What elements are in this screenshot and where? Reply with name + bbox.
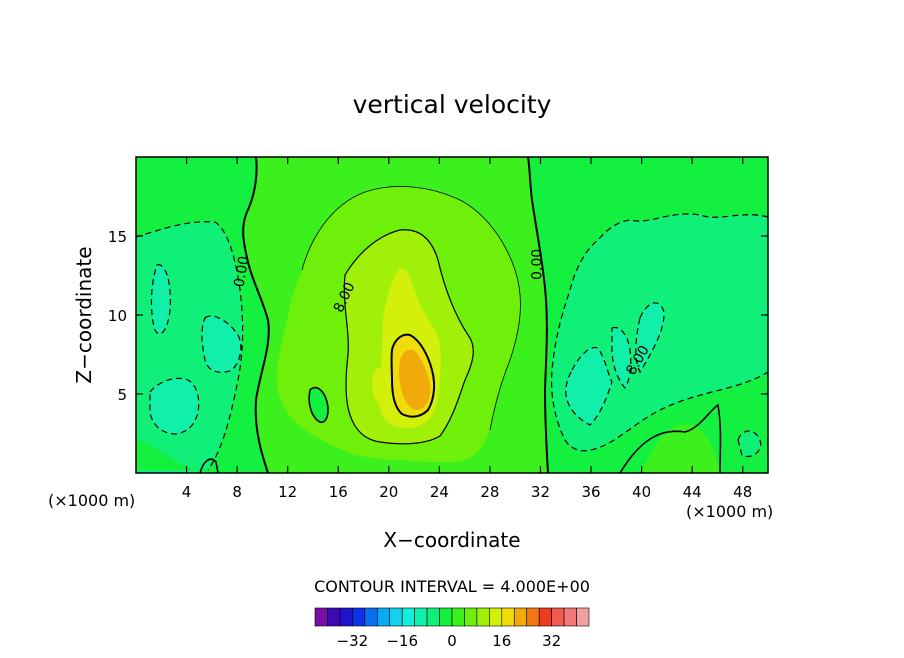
contour-sixteen bbox=[390, 333, 436, 418]
contour-small-loop bbox=[308, 386, 329, 424]
colorbar-swatch bbox=[501, 607, 515, 627]
x-tick-label: 24 bbox=[430, 483, 449, 501]
region-neg-eight-left-c bbox=[151, 264, 171, 334]
y-tick-label: 10 bbox=[108, 307, 127, 325]
x-tick-label: 16 bbox=[329, 483, 348, 501]
colorbar-tick-label: −16 bbox=[386, 632, 418, 650]
colorbar-swatch bbox=[563, 607, 577, 627]
x-tick-label: 28 bbox=[480, 483, 499, 501]
region-neg-eight-left-a bbox=[201, 315, 241, 373]
x-tick-label: 36 bbox=[581, 483, 600, 501]
region-neg-four-right-small bbox=[738, 431, 761, 457]
y-tick-label: 5 bbox=[117, 386, 127, 404]
colorbar-swatch bbox=[513, 607, 528, 627]
colorbar-swatch bbox=[464, 607, 478, 627]
x-tick-label: 12 bbox=[278, 483, 297, 501]
contour-neg-eight-right-b bbox=[611, 326, 632, 390]
x-tick-label: 8 bbox=[232, 483, 242, 501]
colorbar-swatch bbox=[389, 607, 403, 627]
contour-zero-right bbox=[527, 156, 549, 474]
x-tick-label: 44 bbox=[683, 483, 702, 501]
colorbar-swatch bbox=[376, 607, 391, 627]
region-neg-eight-left-b bbox=[150, 378, 199, 434]
x-tick-label: 20 bbox=[379, 483, 398, 501]
x-tick-label: 32 bbox=[531, 483, 550, 501]
colorbar-swatch bbox=[538, 607, 552, 627]
colorbar-swatch bbox=[426, 607, 440, 627]
region-small-green bbox=[309, 387, 329, 423]
colorbar-swatch bbox=[451, 607, 465, 627]
contour-neg-eight-left-b bbox=[149, 377, 200, 435]
contour-eight bbox=[343, 229, 474, 445]
colorbar-swatch bbox=[526, 607, 540, 627]
y-tick-label: 15 bbox=[108, 228, 127, 246]
contour-bottom-left bbox=[199, 458, 219, 474]
colorbar-tick-label: 16 bbox=[492, 632, 511, 650]
colorbar-swatch bbox=[364, 607, 378, 627]
contour-neg-eight-left-c bbox=[150, 264, 171, 335]
region-small-yellow bbox=[372, 368, 390, 406]
colorbar-tick-label: 32 bbox=[542, 632, 561, 650]
contour-label: 0.00 bbox=[530, 249, 546, 280]
x-axis-label: X−coordinate bbox=[383, 528, 520, 552]
contour-zero-left bbox=[242, 156, 270, 474]
x-tick-label: 4 bbox=[182, 483, 192, 501]
colorbar-tick-label: 0 bbox=[447, 632, 457, 650]
contour-neg-eight-right-a bbox=[565, 346, 613, 426]
colorbar-swatch bbox=[439, 607, 453, 627]
x-unit-left: (×1000 m) bbox=[48, 491, 135, 510]
contour-neg-eight-left-a bbox=[201, 315, 242, 373]
region-neg-eight-right-b bbox=[612, 327, 631, 388]
region-neg-eight-right-c bbox=[635, 302, 665, 372]
region-neg-eight-right-a bbox=[565, 347, 612, 425]
x-unit-right: (×1000 m) bbox=[686, 502, 773, 521]
colorbar-swatch bbox=[339, 607, 353, 627]
colorbar-swatch bbox=[414, 607, 428, 627]
colorbar-swatch bbox=[551, 607, 565, 627]
contour-interval-label: CONTOUR INTERVAL = 4.000E+00 bbox=[314, 577, 590, 596]
contour-neg-four-right-small bbox=[737, 430, 762, 458]
contour-bottom-right bbox=[619, 403, 722, 474]
colorbar-tick-label: −32 bbox=[337, 632, 369, 650]
colorbar-swatch bbox=[352, 607, 366, 627]
colorbar-swatch bbox=[314, 607, 328, 627]
colorbar-swatch bbox=[576, 607, 590, 627]
x-tick-label: 48 bbox=[733, 483, 752, 501]
plot-area: 0.008.000.008.00 bbox=[135, 156, 769, 474]
contour-neg-eight-right-c bbox=[635, 302, 665, 374]
colorbar: −32 −16 0 16 32 bbox=[314, 607, 590, 650]
contour-neg-four-left bbox=[135, 221, 244, 471]
colorbar-swatch bbox=[476, 607, 490, 627]
region-twenty-to-twentyfour bbox=[398, 349, 431, 410]
contour-four bbox=[301, 186, 521, 431]
colorbar-swatch bbox=[489, 607, 503, 627]
x-tick-label: 40 bbox=[632, 483, 651, 501]
y-axis-label: Z−coordinate bbox=[72, 246, 96, 383]
contour-label: 0.00 bbox=[231, 255, 252, 288]
contour-neg-four-right bbox=[550, 213, 769, 452]
colorbar-swatch bbox=[327, 607, 341, 627]
colorbar-swatch bbox=[401, 607, 415, 627]
chart-title: vertical velocity bbox=[353, 90, 552, 119]
